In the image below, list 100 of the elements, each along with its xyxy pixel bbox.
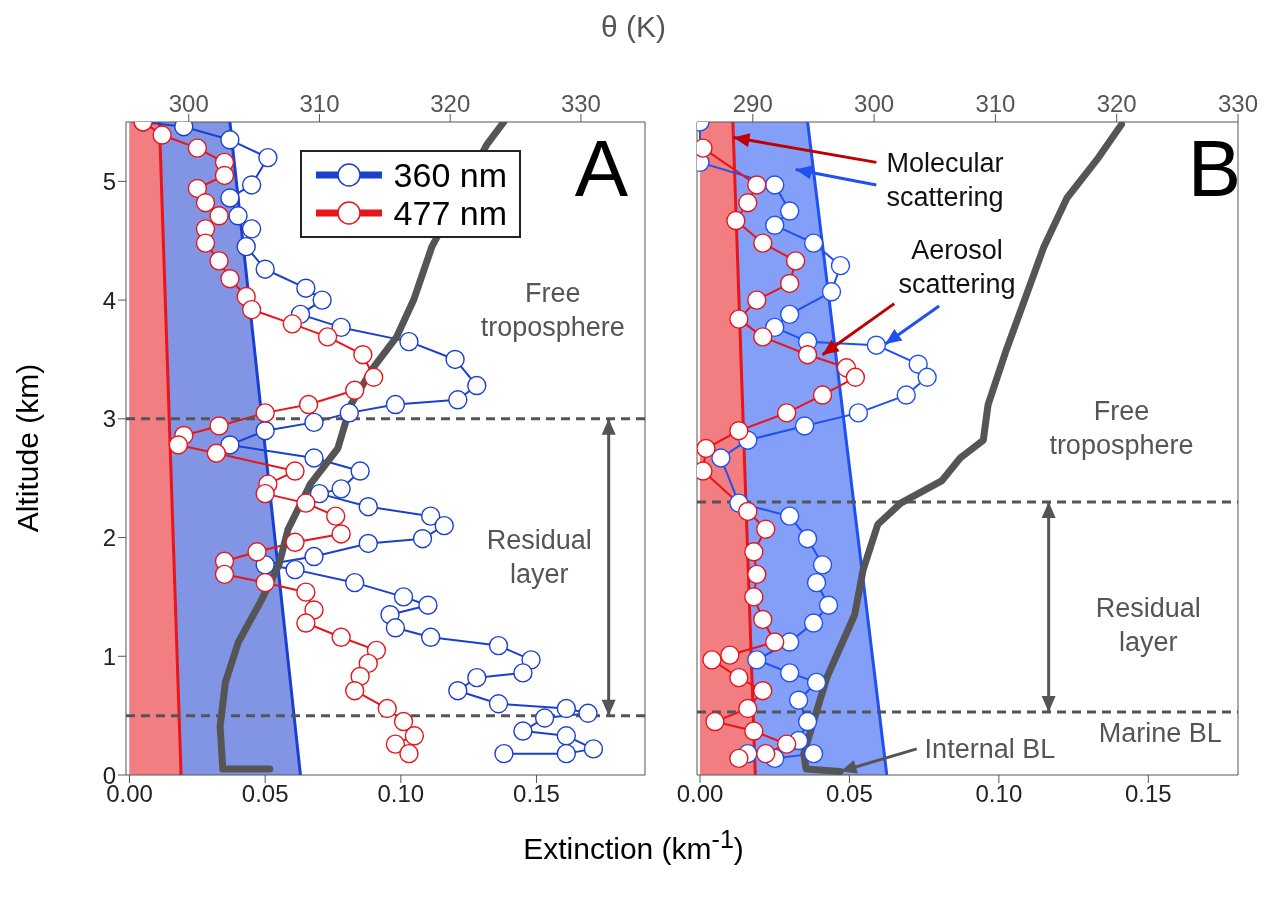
point <box>753 327 773 347</box>
point <box>830 255 851 276</box>
point <box>418 595 438 615</box>
y-tick-label: 5 <box>102 167 116 195</box>
point <box>583 739 604 759</box>
point <box>753 609 773 630</box>
point <box>729 748 749 769</box>
point <box>726 210 746 231</box>
point <box>779 663 800 683</box>
annotation: Aerosol scattering <box>898 234 1016 299</box>
point <box>765 632 785 652</box>
point <box>152 125 172 145</box>
point <box>255 483 275 504</box>
annotation: Free troposphere <box>1049 396 1194 461</box>
y-tick-label: 3 <box>102 405 116 433</box>
point <box>312 290 332 310</box>
point <box>803 743 824 764</box>
point <box>845 367 866 387</box>
point <box>258 147 278 168</box>
point <box>788 690 809 710</box>
point <box>756 743 776 764</box>
x-tick-label: 0.05 <box>241 780 289 808</box>
point <box>350 461 370 481</box>
point <box>331 627 351 647</box>
point <box>285 532 305 552</box>
point <box>220 269 240 289</box>
point <box>794 416 815 436</box>
point <box>339 403 359 423</box>
point <box>285 559 305 580</box>
point <box>797 529 818 549</box>
point <box>738 501 758 522</box>
point <box>296 278 316 298</box>
point <box>393 587 414 607</box>
point <box>756 519 776 539</box>
point <box>488 635 509 656</box>
point <box>331 479 351 499</box>
point <box>255 403 275 423</box>
point <box>556 698 577 719</box>
point <box>187 178 208 199</box>
point <box>744 721 764 741</box>
x-tick-label: 0.15 <box>513 780 560 808</box>
point <box>209 251 229 271</box>
point <box>812 385 833 405</box>
point <box>765 215 785 235</box>
point <box>206 443 227 463</box>
point <box>776 734 797 754</box>
x2-tick-label: 320 <box>430 90 471 117</box>
point <box>896 385 916 405</box>
x2-tick-label: 300 <box>168 90 209 117</box>
annotation: Internal BL <box>924 733 1056 764</box>
point <box>317 327 338 347</box>
point <box>385 618 406 638</box>
point <box>412 529 433 549</box>
point <box>236 236 256 257</box>
point <box>377 698 397 719</box>
point <box>345 681 365 701</box>
point <box>534 708 555 728</box>
x2-tick-label: 290 <box>732 90 773 117</box>
point <box>821 282 842 302</box>
point <box>399 331 419 352</box>
point <box>296 493 316 513</box>
point <box>282 314 303 334</box>
point <box>385 394 406 415</box>
y-tick-label: 4 <box>102 286 116 314</box>
x2-axis-title: θ (K) <box>600 10 667 44</box>
x-axis-title: Extinction (km$^{-1}$) <box>522 825 745 866</box>
x-tick-label: 0.00 <box>676 780 724 808</box>
point <box>765 175 785 195</box>
point <box>345 572 365 593</box>
point <box>556 726 577 746</box>
point <box>220 188 240 208</box>
point <box>785 251 806 271</box>
chart-title: B <box>1187 124 1241 214</box>
point <box>241 175 262 195</box>
point <box>488 694 509 714</box>
y-axis-title: Altitude (km) <box>11 363 45 533</box>
point <box>744 542 764 562</box>
point <box>578 703 598 723</box>
point <box>702 650 722 670</box>
point <box>467 375 487 396</box>
point <box>729 309 749 329</box>
point <box>393 711 414 732</box>
annotation: Residual layer <box>486 524 592 589</box>
point <box>738 193 758 213</box>
point <box>420 627 441 647</box>
point <box>445 349 465 370</box>
point <box>358 533 378 554</box>
point <box>556 743 577 764</box>
point <box>797 345 818 365</box>
point <box>705 711 725 732</box>
y-tick-label: 2 <box>102 524 116 552</box>
point <box>241 299 262 320</box>
point <box>779 201 800 221</box>
x2-tick-label: 310 <box>975 90 1016 117</box>
point <box>513 663 533 683</box>
point <box>812 555 833 575</box>
point <box>220 130 240 150</box>
point <box>806 572 827 593</box>
x2-tick-label: 320 <box>1096 90 1137 117</box>
point <box>747 564 767 585</box>
